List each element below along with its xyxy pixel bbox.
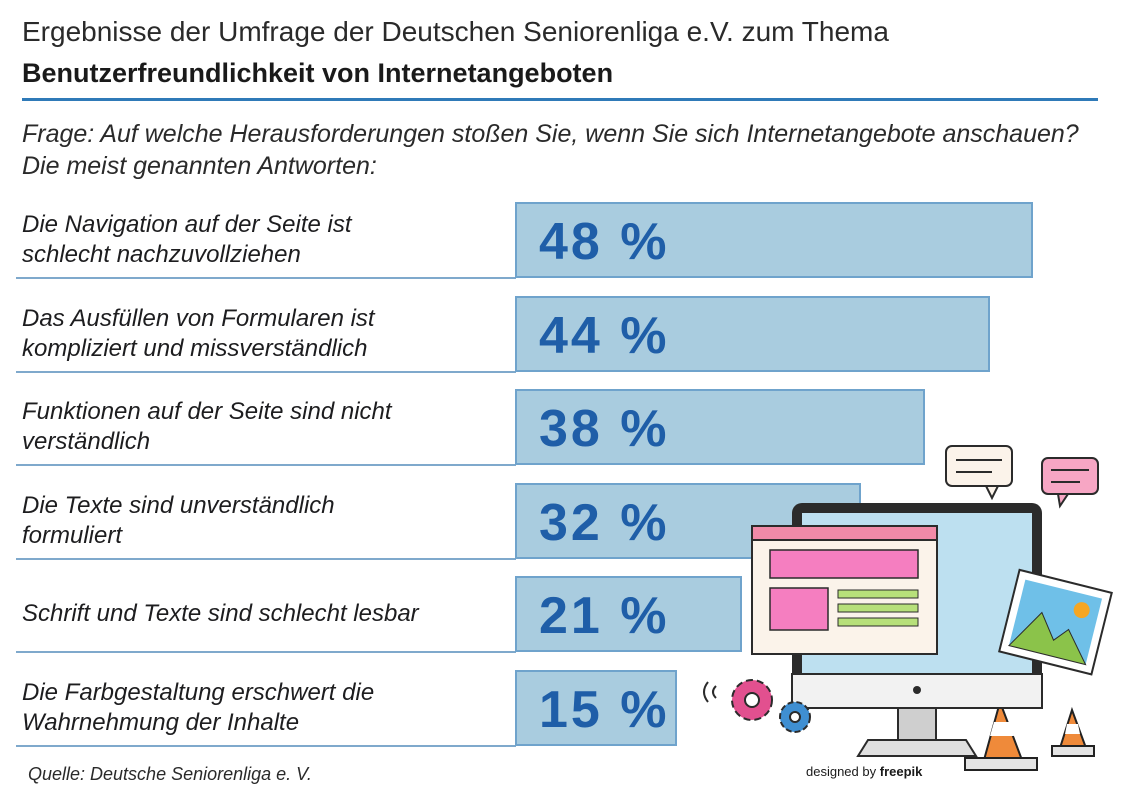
chart-title: Ergebnisse der Umfrage der Deutschen Sen…: [22, 16, 889, 47]
bar-value-label: 44 %: [539, 307, 670, 365]
bar-value-label: 38 %: [539, 400, 670, 458]
illustration-credit: designed by freepik: [806, 764, 923, 779]
survey-question: Frage: Auf welche Herausforderungen stoß…: [22, 120, 1079, 180]
category-label-line: Wahrnehmung der Inhalte: [22, 709, 300, 736]
bar: [515, 576, 742, 652]
category-label-line: Funktionen auf der Seite sind nicht: [22, 398, 392, 425]
source-note: Quelle: Deutsche Seniorenliga e. V.: [28, 764, 312, 784]
row-underline: [16, 651, 516, 653]
bar-value-label: 48 %: [539, 213, 670, 271]
category-label-line: schlecht nachzuvollziehen: [22, 241, 301, 268]
bar: [515, 296, 990, 372]
bar: [515, 389, 925, 465]
category-label-line: verständlich: [22, 428, 151, 455]
category-label: Die Texte sind unverständlich formuliert: [22, 483, 502, 559]
category-label-line: Die Texte sind unverständlich: [22, 492, 335, 519]
row-underline: [16, 745, 516, 747]
category-label: Das Ausfüllen von Formularen ist komplizi…: [22, 296, 502, 372]
bar: [515, 202, 1033, 278]
gear-icon: [731, 679, 773, 721]
computer-illustration: [703, 445, 1113, 771]
category-label: Schrift und Texte sind schlecht lesbar: [22, 576, 502, 652]
chat-bubble-icon: [1041, 457, 1099, 509]
category-label-line: Die Farbgestaltung erschwert die: [22, 679, 375, 706]
chart-subtitle: Benutzerfreundlichkeit von Internetangeb…: [22, 58, 614, 88]
title-divider: [22, 98, 1098, 101]
row-underline: [16, 558, 516, 560]
category-label: Funktionen auf der Seite sind nicht verst…: [22, 389, 502, 465]
image-icon: [998, 568, 1113, 676]
browser-window-icon: [751, 525, 938, 655]
bar-value-label: 32 %: [539, 494, 670, 552]
category-label: Die Farbgestaltung erschwert die Wahrnehm…: [22, 670, 502, 746]
category-label-line: formuliert: [22, 522, 123, 549]
category-label-line: kompliziert und missverständlich: [22, 335, 368, 362]
bar: [515, 670, 677, 746]
row-underline: [16, 277, 516, 279]
chat-bubble-icon: [945, 445, 1013, 501]
category-label-line: Das Ausfüllen von Formularen ist: [22, 305, 375, 332]
bar-value-label: 21 %: [539, 587, 670, 645]
gear-icon: [779, 701, 811, 733]
category-label: Die Navigation auf der Seite ist schlecht…: [22, 202, 502, 278]
traffic-cone-icon: [1051, 706, 1095, 757]
category-label-line: Die Navigation auf der Seite ist: [22, 211, 352, 238]
bar-value-label: 15 %: [539, 681, 670, 739]
category-label-line: Schrift und Texte sind schlecht lesbar: [22, 600, 419, 627]
row-underline: [16, 464, 516, 466]
traffic-cone-icon: [964, 698, 1038, 771]
row-underline: [16, 371, 516, 373]
